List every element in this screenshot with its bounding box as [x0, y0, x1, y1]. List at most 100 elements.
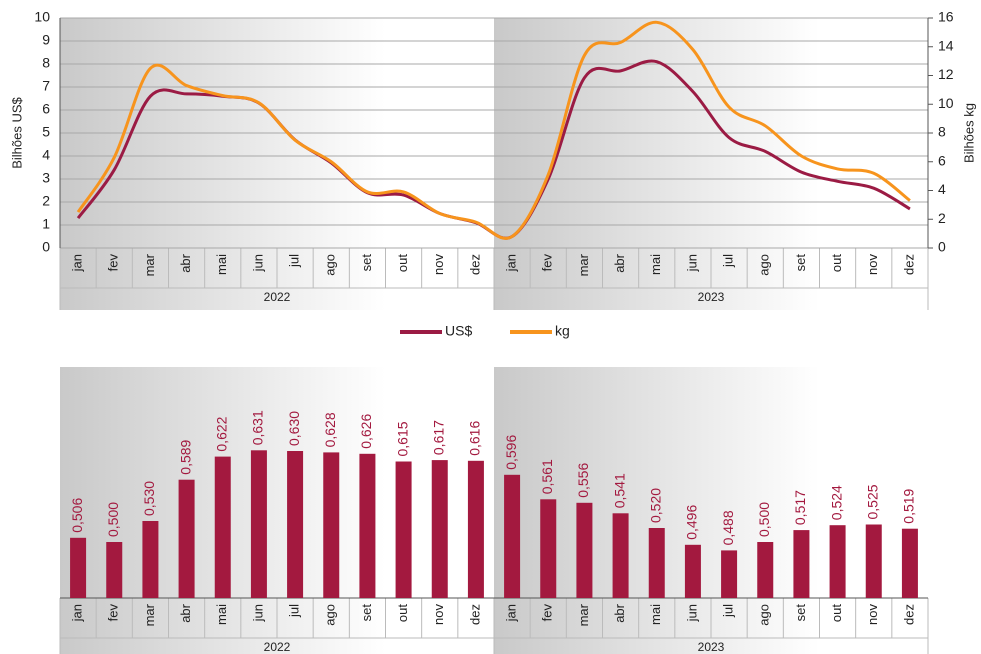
bar: [467, 460, 484, 598]
x-tick-label: abr: [178, 603, 193, 622]
x-tick-label: nov: [431, 254, 446, 275]
x-tick-label: set: [793, 254, 808, 272]
x-tick-label: jan: [70, 604, 85, 622]
bar: [250, 450, 267, 598]
value-label: 0,622: [213, 416, 229, 451]
value-label: 0,596: [503, 435, 519, 470]
x-tick-label: fev: [106, 254, 121, 272]
bar: [178, 479, 195, 598]
value-label: 0,626: [358, 414, 374, 449]
y-tick-label: 5: [42, 124, 50, 140]
x-tick-label: mai: [214, 254, 229, 275]
x-tick-label: dez: [901, 254, 916, 275]
x-tick-label: jul: [287, 604, 302, 618]
bar: [612, 513, 629, 598]
x-tick-label: jan: [504, 254, 519, 272]
y-axis-title: Bilhões US$: [9, 96, 24, 168]
x-tick-label: mai: [648, 604, 663, 625]
y2-tick-label: 16: [938, 9, 954, 25]
x-tick-label: dez: [467, 604, 482, 625]
value-label: 0,630: [286, 411, 302, 446]
x-tick-label: jun: [684, 254, 699, 272]
group-label: 2023: [698, 640, 725, 654]
x-tick-label: abr: [612, 603, 627, 622]
bar: [865, 524, 882, 598]
group-label: 2023: [698, 290, 725, 304]
bar: [359, 453, 376, 598]
x-tick-label: jun: [250, 254, 265, 272]
x-tick-label: abr: [178, 253, 193, 272]
bar: [829, 525, 846, 598]
value-label: 0,628: [322, 412, 338, 447]
series-line: [76, 20, 911, 240]
x-tick-label: out: [829, 604, 844, 622]
x-tick-label: fev: [540, 604, 555, 622]
x-tick-label: fev: [106, 604, 121, 622]
bar: [142, 521, 159, 598]
y2-axis-title: Bilhões kg: [961, 103, 976, 163]
y2-tick-label: 6: [938, 152, 946, 168]
y2-tick-label: 2: [938, 210, 946, 226]
x-tick-label: jul: [721, 604, 736, 618]
x-tick-label: jul: [287, 254, 302, 268]
y-tick-label: 1: [42, 216, 50, 232]
y-tick-label: 3: [42, 170, 50, 186]
y2-tick-label: 4: [938, 181, 946, 197]
x-tick-label: nov: [865, 254, 880, 275]
value-label: 0,517: [792, 490, 808, 525]
x-tick-label: dez: [901, 604, 916, 625]
x-tick-label: set: [359, 254, 374, 272]
bar: [684, 544, 701, 598]
value-label: 0,615: [394, 421, 410, 456]
x-tick-label: abr: [612, 253, 627, 272]
value-label: 0,525: [864, 484, 880, 519]
x-tick-label: ago: [757, 254, 772, 276]
value-label: 0,617: [430, 420, 446, 455]
bar: [504, 474, 521, 598]
x-tick-label: jun: [250, 604, 265, 622]
x-tick-label: mai: [648, 254, 663, 275]
value-label: 0,519: [901, 488, 917, 523]
bar: [70, 537, 87, 598]
value-label: 0,589: [177, 439, 193, 474]
legend-label: kg: [555, 323, 570, 339]
value-label: 0,524: [828, 485, 844, 520]
x-tick-label: mar: [142, 603, 157, 626]
x-tick-label: mar: [576, 603, 591, 626]
value-label: 0,561: [539, 459, 555, 494]
legend-label: US$: [445, 323, 472, 339]
x-tick-label: set: [793, 604, 808, 622]
y-tick-label: 4: [42, 147, 50, 163]
y2-tick-label: 12: [938, 66, 954, 82]
bar: [431, 460, 448, 598]
value-label: 0,541: [611, 473, 627, 508]
x-tick-label: jan: [504, 604, 519, 622]
value-label: 0,496: [684, 505, 700, 540]
bar: [901, 528, 918, 598]
value-label: 0,500: [756, 502, 772, 537]
x-tick-label: ago: [323, 254, 338, 276]
group-label: 2022: [264, 640, 291, 654]
x-tick-label: dez: [467, 254, 482, 275]
value-label: 0,556: [575, 463, 591, 498]
y-tick-label: 10: [34, 9, 50, 25]
y-tick-label: 6: [42, 101, 50, 117]
bar: [721, 550, 738, 598]
x-tick-label: mar: [142, 253, 157, 276]
x-tick-label: fev: [540, 254, 555, 272]
value-label: 0,500: [105, 502, 121, 537]
y-tick-label: 8: [42, 55, 50, 71]
x-tick-label: jun: [684, 604, 699, 622]
y2-tick-label: 0: [938, 239, 946, 255]
y-tick-label: 0: [42, 239, 50, 255]
bar: [648, 528, 665, 598]
x-tick-label: jan: [70, 254, 85, 272]
x-tick-label: out: [395, 254, 410, 272]
y2-tick-label: 14: [938, 37, 954, 53]
x-tick-label: nov: [431, 604, 446, 625]
group-label: 2022: [264, 290, 291, 304]
y2-tick-label: 10: [938, 95, 954, 111]
value-label: 0,488: [720, 510, 736, 545]
bar: [757, 542, 774, 598]
